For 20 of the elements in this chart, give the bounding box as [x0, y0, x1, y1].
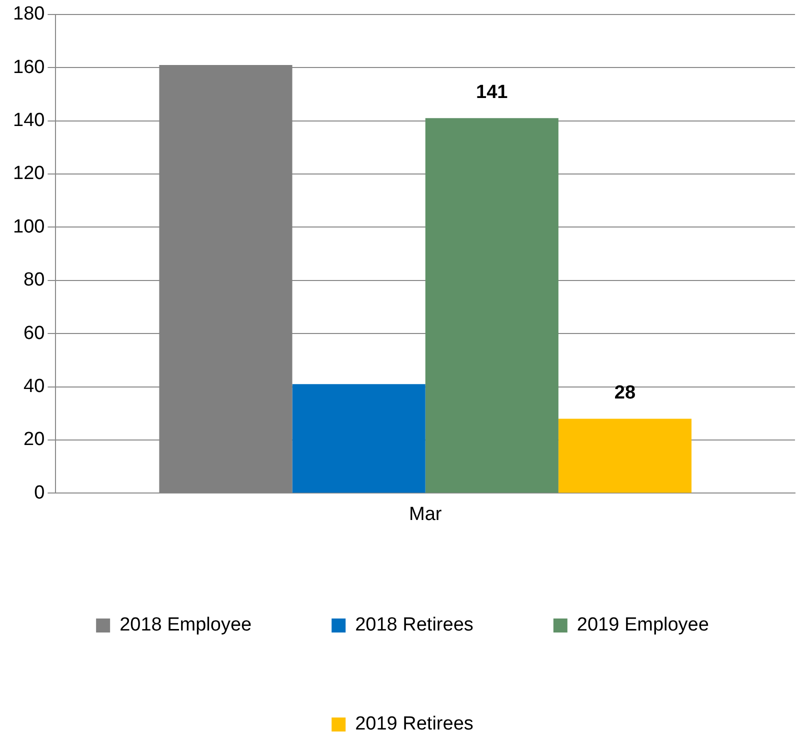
y-tick-label: 100 [13, 216, 45, 238]
legend-label: 2019 Employee [576, 614, 709, 636]
bar [292, 384, 426, 493]
data-label: 28 [614, 382, 636, 404]
bar [425, 118, 558, 493]
data-label: 141 [476, 82, 508, 103]
y-tick-label: 140 [13, 110, 45, 132]
legend-label: 2019 Retirees [355, 714, 474, 735]
y-tick-label: 180 [13, 4, 45, 25]
y-tick-label: 0 [34, 482, 45, 504]
y-tick-label: 60 [24, 322, 45, 344]
y-tick-label: 20 [24, 429, 45, 450]
y-tick-label: 120 [13, 163, 45, 184]
x-tick-label: Mar [408, 504, 442, 525]
y-tick-label: 160 [13, 56, 45, 78]
bar [558, 418, 692, 493]
y-tick-label: 80 [24, 270, 45, 291]
legend-label: 2018 Employee [120, 614, 252, 636]
y-tick-label: 40 [24, 376, 45, 398]
legend-label: 2018 Retirees [355, 614, 474, 636]
